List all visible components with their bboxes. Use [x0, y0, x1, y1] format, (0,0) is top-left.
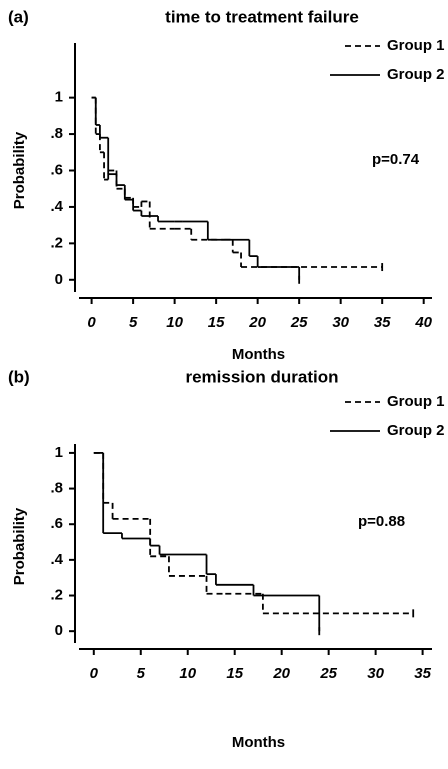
- x-tick-label: 5: [129, 314, 138, 331]
- legend-label: Group 2: [387, 422, 445, 439]
- y-axis-label: Probability: [11, 507, 28, 585]
- x-tick-label: 35: [414, 665, 431, 682]
- y-tick-label: .4: [50, 551, 63, 568]
- annotation: p=0.74: [372, 151, 420, 168]
- y-tick-label: .2: [50, 586, 63, 603]
- annotation: p=0.88: [358, 513, 405, 530]
- y-tick-label: .2: [50, 234, 63, 251]
- y-tick-label: 0: [55, 622, 63, 639]
- x-tick-label: 15: [226, 665, 243, 682]
- y-tick-label: .6: [50, 515, 63, 532]
- x-tick-label: 40: [414, 314, 432, 331]
- y-tick-label: 1: [55, 444, 63, 461]
- legend-label: Group 1: [387, 37, 445, 54]
- x-tick-label: 0: [87, 314, 96, 331]
- y-tick-label: .8: [50, 480, 63, 497]
- x-tick-label: 20: [248, 314, 266, 331]
- y-axis-label: Probability: [11, 131, 28, 209]
- x-axis-label: Months: [232, 734, 285, 751]
- legend-label: Group 1: [387, 393, 445, 410]
- x-tick-label: 10: [179, 665, 196, 682]
- panel-label: (b): [8, 367, 30, 386]
- x-tick-label: 0: [90, 665, 99, 682]
- chart-title: time to treatment failure: [165, 7, 359, 26]
- y-tick-label: 1: [55, 89, 63, 106]
- y-tick-label: 0: [55, 271, 63, 288]
- x-tick-label: 20: [272, 665, 290, 682]
- legend-label: Group 2: [387, 66, 445, 83]
- y-tick-label: .8: [50, 125, 63, 142]
- x-tick-label: 10: [166, 314, 183, 331]
- x-axis-label: Months: [232, 346, 285, 363]
- y-tick-label: .4: [50, 198, 63, 215]
- x-tick-label: 5: [137, 665, 146, 682]
- x-tick-label: 25: [290, 314, 308, 331]
- x-tick-label: 35: [374, 314, 391, 331]
- chart-title: remission duration: [185, 367, 338, 386]
- x-tick-label: 15: [208, 314, 225, 331]
- x-tick-label: 25: [319, 665, 337, 682]
- y-tick-label: .6: [50, 161, 63, 178]
- x-tick-label: 30: [332, 314, 349, 331]
- x-tick-label: 30: [367, 665, 384, 682]
- panel-label: (a): [8, 7, 29, 26]
